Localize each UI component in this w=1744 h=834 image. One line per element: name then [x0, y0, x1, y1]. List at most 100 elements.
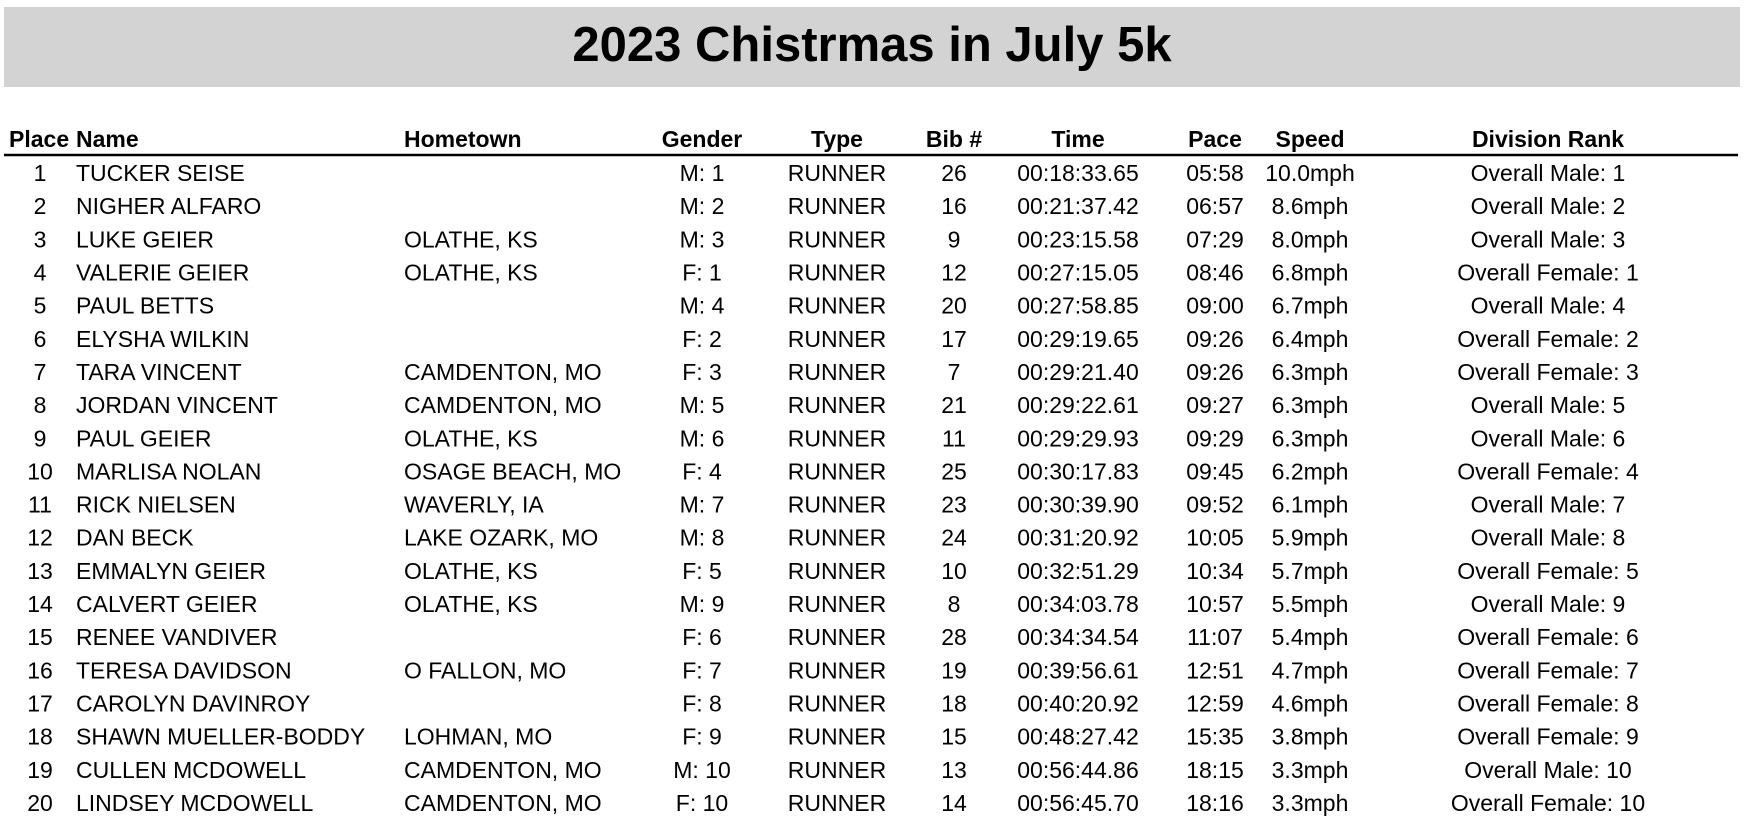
- gender-cell: M: 5: [680, 392, 725, 418]
- time-cell: 00:40:20.92: [1017, 690, 1139, 716]
- speed-cell: 6.4mph: [1272, 326, 1349, 352]
- hometown-cell: CAMDENTON, MO: [404, 392, 602, 418]
- type-cell: RUNNER: [788, 790, 886, 816]
- speed-cell: 6.3mph: [1272, 392, 1349, 418]
- name-cell: JORDAN VINCENT: [76, 392, 278, 418]
- division-rank-cell: Overall Female: 1: [1457, 260, 1639, 286]
- pace-cell: 09:45: [1186, 458, 1244, 484]
- place-cell: 8: [34, 392, 47, 418]
- type-cell: RUNNER: [788, 757, 886, 783]
- speed-cell: 5.4mph: [1272, 624, 1349, 650]
- division-rank-cell: Overall Female: 4: [1457, 458, 1639, 484]
- name-cell: CULLEN MCDOWELL: [76, 757, 306, 783]
- place-cell: 19: [27, 757, 53, 783]
- pace-cell: 15:35: [1186, 724, 1244, 750]
- gender-cell: F: 9: [682, 724, 722, 750]
- time-cell: 00:29:29.93: [1017, 425, 1139, 451]
- division-rank-cell: Overall Female: 10: [1451, 790, 1645, 816]
- speed-cell: 5.5mph: [1272, 591, 1349, 617]
- gender-cell: M: 4: [680, 293, 725, 319]
- name-cell: NIGHER ALFARO: [76, 193, 261, 219]
- place-cell: 16: [27, 657, 53, 683]
- bib-cell: 13: [941, 757, 967, 783]
- pace-cell: 06:57: [1186, 193, 1244, 219]
- place-cell: 20: [27, 790, 53, 816]
- division-rank-cell: Overall Female: 2: [1457, 326, 1639, 352]
- division-rank-cell: Overall Male: 4: [1471, 293, 1626, 319]
- column-header: Bib #: [926, 126, 982, 152]
- division-rank-cell: Overall Female: 7: [1457, 657, 1639, 683]
- column-header: Time: [1051, 126, 1104, 152]
- time-cell: 00:21:37.42: [1017, 193, 1139, 219]
- place-cell: 14: [27, 591, 53, 617]
- gender-cell: M: 2: [680, 193, 725, 219]
- name-cell: EMMALYN GEIER: [76, 558, 266, 584]
- gender-cell: M: 7: [680, 492, 725, 518]
- gender-cell: M: 8: [680, 525, 725, 551]
- pace-cell: 09:26: [1186, 326, 1244, 352]
- place-cell: 18: [27, 724, 53, 750]
- name-cell: TERESA DAVIDSON: [76, 657, 292, 683]
- gender-cell: F: 4: [682, 458, 722, 484]
- division-rank-cell: Overall Female: 8: [1457, 690, 1639, 716]
- speed-cell: 6.7mph: [1272, 293, 1349, 319]
- hometown-cell: CAMDENTON, MO: [404, 757, 602, 783]
- name-cell: LINDSEY MCDOWELL: [76, 790, 314, 816]
- hometown-cell: OLATHE, KS: [404, 591, 538, 617]
- gender-cell: F: 2: [682, 326, 722, 352]
- time-cell: 00:56:45.70: [1017, 790, 1139, 816]
- hometown-cell: LAKE OZARK, MO: [404, 525, 598, 551]
- gender-cell: M: 6: [680, 425, 725, 451]
- hometown-cell: OSAGE BEACH, MO: [404, 458, 621, 484]
- pace-cell: 12:51: [1186, 657, 1244, 683]
- type-cell: RUNNER: [788, 293, 886, 319]
- hometown-cell: CAMDENTON, MO: [404, 359, 602, 385]
- type-cell: RUNNER: [788, 392, 886, 418]
- gender-cell: M: 3: [680, 226, 725, 252]
- time-cell: 00:23:15.58: [1017, 226, 1139, 252]
- pace-cell: 07:29: [1186, 226, 1244, 252]
- pace-cell: 18:15: [1186, 757, 1244, 783]
- division-rank-cell: Overall Male: 1: [1471, 160, 1626, 186]
- time-cell: 00:34:03.78: [1017, 591, 1139, 617]
- hometown-cell: OLATHE, KS: [404, 226, 538, 252]
- name-cell: TUCKER SEISE: [76, 160, 245, 186]
- name-cell: RICK NIELSEN: [76, 492, 236, 518]
- time-cell: 00:32:51.29: [1017, 558, 1139, 584]
- bib-cell: 9: [948, 226, 961, 252]
- pace-cell: 11:07: [1187, 624, 1243, 650]
- column-header: Pace: [1188, 126, 1242, 152]
- type-cell: RUNNER: [788, 193, 886, 219]
- hometown-cell: O FALLON, MO: [404, 657, 566, 683]
- name-cell: VALERIE GEIER: [76, 260, 249, 286]
- gender-cell: F: 8: [682, 690, 722, 716]
- speed-cell: 3.8mph: [1272, 724, 1349, 750]
- place-cell: 7: [34, 359, 47, 385]
- name-cell: PAUL BETTS: [76, 293, 214, 319]
- division-rank-cell: Overall Male: 7: [1471, 492, 1626, 518]
- gender-cell: F: 7: [682, 657, 722, 683]
- place-cell: 3: [34, 226, 47, 252]
- time-cell: 00:29:21.40: [1017, 359, 1139, 385]
- pace-cell: 10:05: [1186, 525, 1244, 551]
- bib-cell: 11: [942, 425, 966, 451]
- title-bar: [4, 7, 1740, 87]
- pace-cell: 12:59: [1186, 690, 1244, 716]
- time-cell: 00:29:22.61: [1017, 392, 1139, 418]
- bib-cell: 21: [941, 392, 967, 418]
- division-rank-cell: Overall Male: 10: [1464, 757, 1631, 783]
- bib-cell: 28: [941, 624, 967, 650]
- time-cell: 00:29:19.65: [1017, 326, 1139, 352]
- speed-cell: 6.3mph: [1272, 425, 1349, 451]
- hometown-cell: LOHMAN, MO: [404, 724, 552, 750]
- type-cell: RUNNER: [788, 326, 886, 352]
- column-header: Place: [9, 126, 69, 152]
- pace-cell: 08:46: [1186, 260, 1244, 286]
- place-cell: 11: [28, 492, 52, 518]
- pace-cell: 05:58: [1186, 160, 1244, 186]
- division-rank-cell: Overall Female: 5: [1457, 558, 1639, 584]
- speed-cell: 3.3mph: [1272, 757, 1349, 783]
- place-cell: 5: [34, 293, 47, 319]
- type-cell: RUNNER: [788, 657, 886, 683]
- division-rank-cell: Overall Male: 6: [1471, 425, 1626, 451]
